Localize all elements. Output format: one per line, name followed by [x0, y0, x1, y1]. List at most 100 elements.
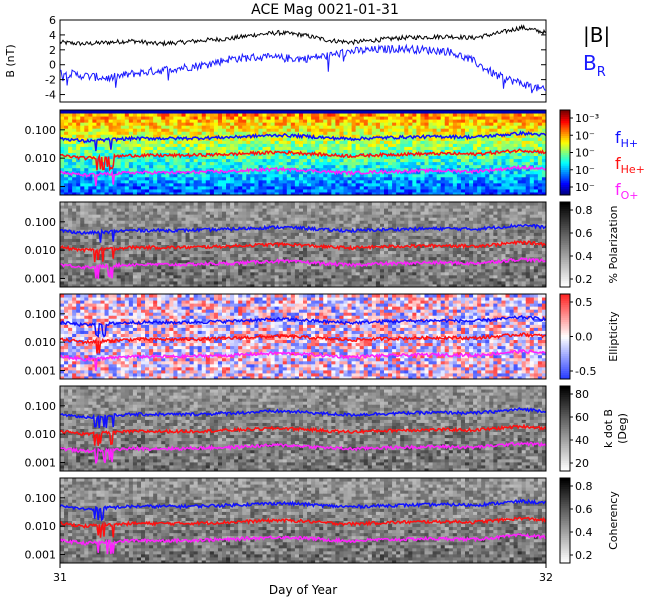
heatmap-cell: [189, 179, 195, 184]
heatmap-cell: [165, 232, 170, 236]
heatmap-cell: [485, 125, 490, 129]
heatmap-cell: [197, 229, 203, 233]
heatmap-cell: [521, 134, 527, 138]
heatmap-cell: [367, 134, 373, 138]
heatmap-cell: [104, 149, 110, 153]
heatmap-cell: [294, 155, 300, 160]
heatmap-cell: [456, 179, 462, 184]
heatmap-cell: [274, 202, 280, 206]
heatmap-cell: [388, 188, 393, 193]
heatmap-cell: [128, 262, 134, 267]
heatmap-cell: [205, 274, 211, 279]
heatmap-cell: [327, 179, 332, 184]
heatmap-cell: [193, 119, 199, 123]
heatmap-cell: [465, 131, 470, 135]
heatmap-cell: [209, 116, 215, 120]
heatmap-cell: [489, 143, 494, 147]
heatmap-cell: [416, 110, 421, 114]
heatmap-cell: [282, 152, 288, 157]
heatmap-cell: [266, 259, 272, 264]
heatmap-cell: [68, 274, 73, 279]
heatmap-cell: [153, 280, 158, 285]
heatmap-cell: [497, 128, 502, 132]
heatmap-cell: [217, 220, 223, 224]
heatmap-cell: [396, 140, 401, 144]
heatmap-cell: [185, 164, 191, 169]
heatmap-cell: [189, 161, 195, 166]
heatmap-cell: [319, 113, 324, 117]
heatmap-cell: [541, 158, 547, 163]
heatmap-cell: [266, 208, 272, 212]
heatmap-cell: [493, 158, 498, 163]
heatmap-cell: [92, 223, 97, 227]
heatmap-cell: [141, 202, 146, 206]
heatmap-cell: [173, 256, 178, 261]
heatmap-cell: [169, 122, 174, 126]
heatmap-cell: [120, 119, 126, 123]
heatmap-cell: [169, 277, 174, 282]
heatmap-cell: [64, 167, 69, 172]
heatmap-cell: [452, 140, 458, 144]
heatmap-cell: [262, 271, 268, 276]
heatmap-cell: [84, 137, 89, 141]
heatmap-cell: [128, 226, 134, 230]
heatmap-cell: [270, 155, 276, 160]
heatmap-cell: [420, 143, 425, 147]
heatmap-cell: [92, 152, 97, 157]
heatmap-cell: [222, 143, 227, 147]
heatmap-cell: [481, 134, 486, 138]
heatmap-cell: [201, 188, 207, 193]
heatmap-cell: [193, 202, 199, 206]
heatmap-cell: [246, 113, 251, 117]
heatmap-cell: [278, 161, 284, 166]
heatmap-cell: [230, 259, 235, 264]
heatmap-cell: [343, 131, 349, 135]
heatmap-cell: [319, 188, 324, 193]
heatmap-cell: [145, 179, 150, 184]
heatmap-cell: [88, 232, 93, 236]
heatmap-cell: [392, 143, 397, 147]
heatmap-cell: [392, 152, 397, 157]
heatmap-cell: [379, 167, 385, 172]
heatmap-cell: [104, 176, 110, 181]
heatmap-cell: [351, 176, 357, 181]
heatmap-cell: [68, 146, 73, 150]
heatmap-cell: [525, 155, 531, 160]
heatmap-cell: [84, 191, 89, 196]
heatmap-cell: [76, 211, 81, 215]
heatmap-cell: [84, 125, 89, 129]
heatmap-cell: [392, 119, 397, 123]
heatmap-cell: [347, 182, 353, 187]
heatmap-cell: [153, 277, 158, 282]
heatmap-cell: [274, 152, 280, 157]
heatmap-cell: [331, 149, 336, 153]
heatmap-cell: [258, 161, 263, 166]
heatmap-cell: [448, 128, 454, 132]
heatmap-cell: [104, 214, 110, 218]
heatmap-cell: [222, 167, 227, 172]
heatmap-cell: [294, 125, 300, 129]
heatmap-cell: [363, 173, 369, 178]
heatmap-cell: [238, 119, 243, 123]
heatmap-cell: [303, 110, 308, 114]
heatmap-cell: [193, 125, 199, 129]
heatmap-cell: [469, 158, 474, 163]
heatmap-cell: [193, 128, 199, 132]
heatmap-cell: [209, 146, 215, 150]
heatmap-cell: [173, 274, 178, 279]
heatmap-cell: [513, 110, 519, 114]
heatmap-cell: [177, 265, 182, 270]
heatmap-cell: [448, 143, 454, 147]
heatmap-cell: [246, 253, 251, 258]
heatmap-cell: [149, 238, 154, 242]
heatmap-cell: [408, 140, 413, 144]
heatmap-cell: [72, 259, 77, 264]
heatmap-cell: [161, 155, 166, 160]
heatmap-cell: [76, 265, 81, 270]
heatmap-cell: [412, 176, 417, 181]
heatmap-cell: [375, 176, 381, 181]
heatmap-cell: [165, 202, 170, 206]
colorbar-segment: [560, 144, 570, 147]
heatmap-cell: [355, 161, 361, 166]
heatmap-cell: [456, 143, 462, 147]
